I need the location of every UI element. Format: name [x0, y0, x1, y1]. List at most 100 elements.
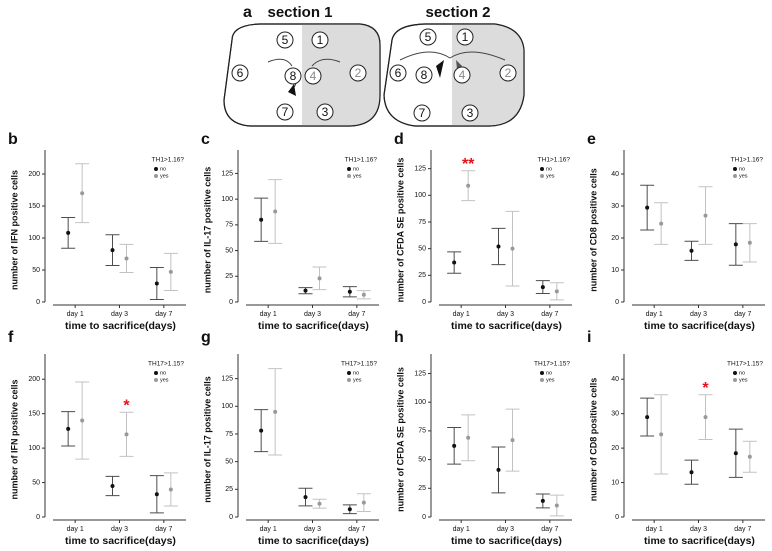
data-point [124, 256, 129, 261]
y-tick-label: 50 [225, 247, 233, 254]
region-circle [453, 66, 471, 84]
brain-outline [383, 23, 525, 127]
section-title: section 2 [425, 4, 490, 21]
data-point [466, 183, 471, 188]
region-circle [389, 64, 407, 82]
y-tick-label: 100 [414, 192, 426, 199]
y-tick-label: 25 [225, 273, 233, 280]
x-tick-label: day 3 [690, 311, 707, 318]
chart: h number of CFDA SE positive cells time to… [394, 329, 572, 547]
x-tick-label: day 3 [690, 526, 707, 533]
legend-label: yes [546, 377, 555, 383]
data-point [361, 292, 366, 297]
data-point [496, 467, 501, 472]
y-tick-label: 75 [418, 219, 426, 226]
x-axis-label: time to sacrifice(days) [65, 320, 176, 332]
y-tick-label: 100 [414, 399, 426, 406]
data-point [540, 285, 545, 290]
data-point [645, 415, 650, 420]
legend-marker [347, 167, 351, 171]
data-point [168, 269, 173, 274]
data-point [273, 209, 278, 214]
y-tick-label: 0 [615, 299, 619, 306]
section-title: section 1 [267, 4, 332, 21]
x-tick-label: day 7 [348, 311, 365, 318]
y-axis-label: number of IL-17 positive cells [202, 376, 212, 503]
data-point [317, 501, 322, 506]
legend-marker [154, 167, 158, 171]
y-tick-label: 200 [28, 376, 40, 383]
structure [288, 84, 296, 96]
legend-label: yes [353, 173, 362, 179]
x-tick-label: day 1 [646, 311, 663, 318]
data-point [689, 470, 694, 475]
x-axis-label: time to sacrifice(days) [258, 535, 369, 547]
y-tick-label: 75 [225, 431, 233, 438]
region-circle [304, 67, 322, 85]
legend-label: yes [160, 173, 169, 179]
y-tick-label: 125 [221, 170, 233, 177]
legend-title: TH17>1.15? [727, 361, 763, 368]
legend-title: TH1>1.16? [731, 157, 764, 164]
data-point [747, 240, 752, 245]
region-label: 1 [462, 30, 469, 44]
x-axis-label: time to sacrifice(days) [451, 535, 562, 547]
x-tick-label: day 7 [734, 526, 751, 533]
legend-label: no [353, 370, 359, 376]
x-axis-label: time to sacrifice(days) [644, 535, 755, 547]
region-circle [276, 31, 294, 49]
data-point [645, 205, 650, 210]
region-label: 8 [290, 69, 297, 83]
chart: f number of IFN positive cells time to sac… [8, 329, 186, 547]
y-tick-label: 125 [414, 370, 426, 377]
legend-marker [733, 174, 737, 178]
data-point [110, 248, 115, 253]
y-tick-label: 50 [225, 458, 233, 465]
legend-marker [154, 174, 158, 178]
shaded-half [452, 24, 524, 126]
data-point [510, 438, 515, 443]
y-tick-label: 0 [422, 514, 426, 521]
region-label: 4 [459, 68, 466, 82]
legend-title: TH17>1.15? [341, 361, 377, 368]
region-circle [499, 64, 517, 82]
legend-marker [733, 378, 737, 382]
panel-letter: e [587, 131, 596, 148]
y-tick-label: 150 [28, 411, 40, 418]
legend-label: yes [546, 173, 555, 179]
y-tick-label: 10 [611, 479, 619, 486]
data-point [659, 221, 664, 226]
data-point [361, 500, 366, 505]
brain-outline [223, 23, 381, 127]
legend-label: yes [739, 377, 748, 383]
x-tick-label: day 7 [541, 526, 558, 533]
legend-label: yes [160, 377, 169, 383]
region-circle [419, 28, 437, 46]
data-point [733, 242, 738, 247]
region-label: 6 [395, 66, 402, 80]
x-tick-label: day 7 [155, 526, 172, 533]
region-label: 6 [237, 66, 244, 80]
data-point [347, 289, 352, 294]
region-circle [284, 67, 302, 85]
y-axis-label: number of IL-17 positive cells [202, 167, 212, 294]
y-tick-label: 0 [36, 299, 40, 306]
y-axis-label: number of CD8 positive cells [588, 168, 598, 292]
data-point [747, 454, 752, 459]
chart: c number of IL-17 positive cells time to s… [201, 131, 379, 332]
region-label: 1 [317, 33, 324, 47]
panel-letter: c [201, 131, 210, 148]
y-tick-label: 40 [611, 171, 619, 178]
y-tick-label: 125 [221, 375, 233, 382]
region-label: 2 [505, 66, 512, 80]
legend-title: TH1>1.16? [152, 157, 185, 164]
region-label: 4 [310, 69, 317, 83]
legend-marker [347, 371, 351, 375]
legend-title: TH1>1.16? [345, 157, 378, 164]
y-tick-label: 0 [229, 299, 233, 306]
significance-marker: ** [462, 156, 475, 173]
legend-marker [733, 371, 737, 375]
data-point [554, 503, 559, 508]
y-tick-label: 0 [229, 514, 233, 521]
